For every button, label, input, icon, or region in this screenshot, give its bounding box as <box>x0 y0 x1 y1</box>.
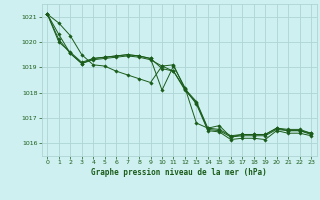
X-axis label: Graphe pression niveau de la mer (hPa): Graphe pression niveau de la mer (hPa) <box>91 168 267 177</box>
